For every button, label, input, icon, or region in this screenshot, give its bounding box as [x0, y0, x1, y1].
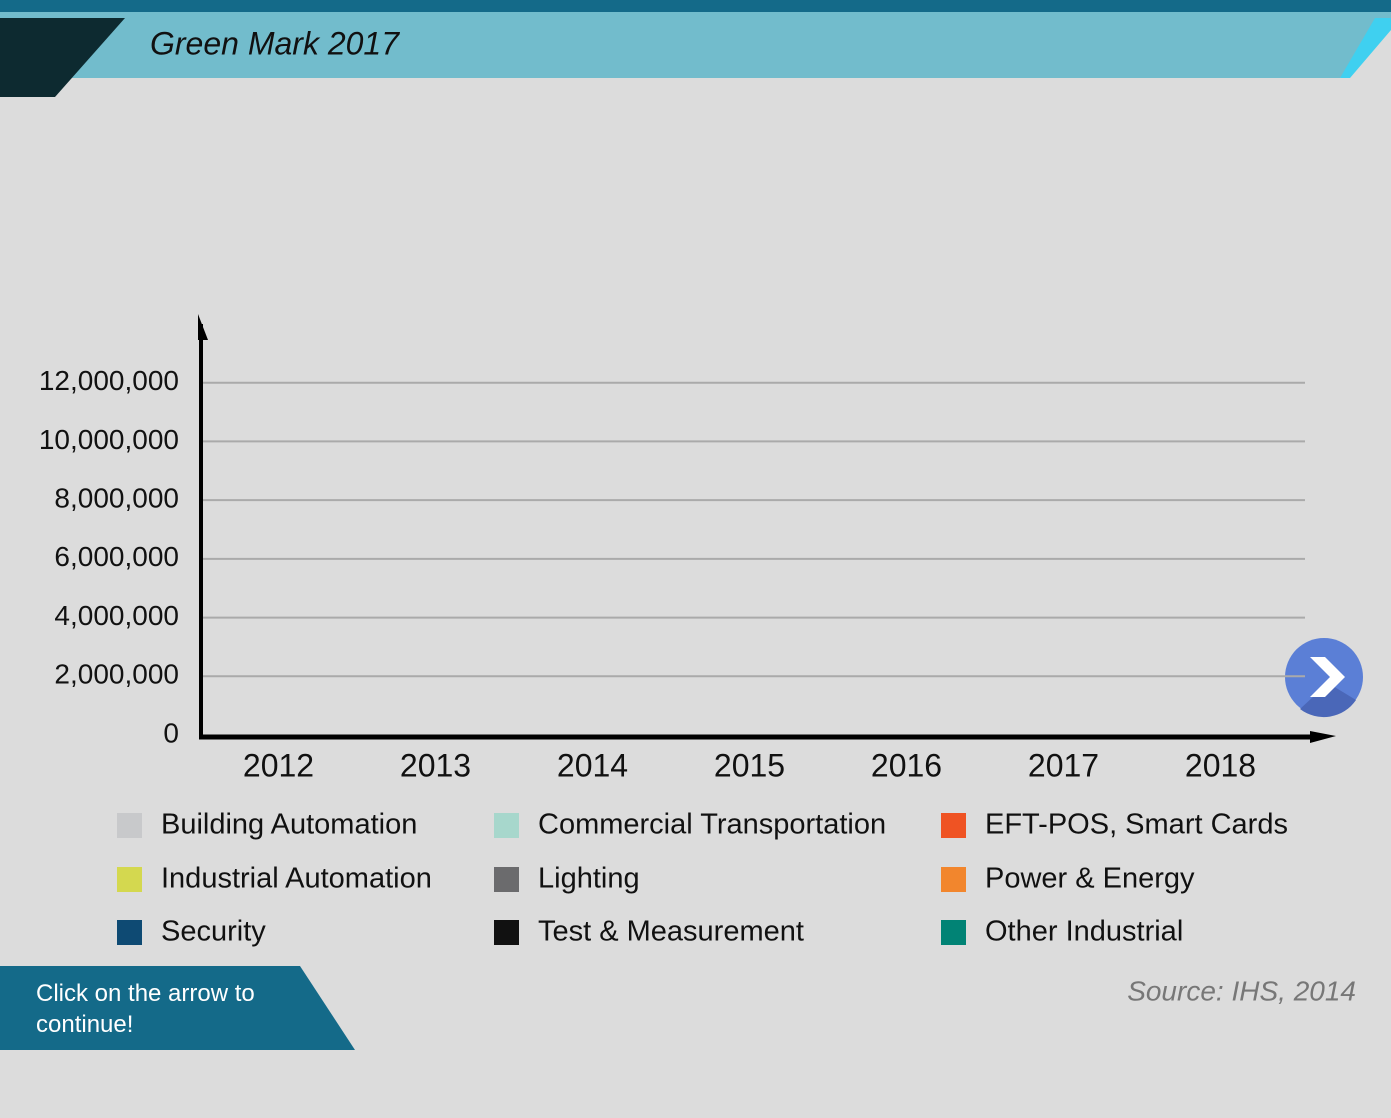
- legend-swatch: [117, 867, 142, 892]
- x-tick-label: 2014: [557, 747, 628, 783]
- y-tick-label: 0: [163, 717, 179, 748]
- x-axis-arrow: [1310, 731, 1336, 743]
- legend-swatch: [117, 813, 142, 838]
- next-shadow: [1300, 683, 1356, 718]
- legend-label: Power & Energy: [985, 863, 1195, 895]
- x-tick-label: 2017: [1028, 747, 1099, 783]
- legend-swatch: [941, 920, 966, 945]
- legend-swatch: [941, 867, 966, 892]
- y-tick-label: 10,000,000: [39, 424, 179, 455]
- y-tick-label: 6,000,000: [54, 541, 179, 572]
- source: Source: IHS, 2014: [1127, 975, 1356, 1006]
- legend-swatch: [941, 813, 966, 838]
- header-accent: [1340, 18, 1391, 78]
- legend-label: Commercial Transportation: [538, 809, 886, 841]
- next-button[interactable]: [1285, 638, 1363, 718]
- x-tick-label: 2018: [1185, 747, 1256, 783]
- legend-label: Building Automation: [161, 809, 417, 841]
- y-axis-arrow: [198, 314, 208, 340]
- x-tick-label: 2016: [871, 747, 942, 783]
- legend-swatch: [494, 920, 519, 945]
- header-corner: [0, 18, 125, 97]
- header-band: [0, 12, 1391, 78]
- y-tick-label: 4,000,000: [54, 600, 179, 631]
- header-title: Green Mark 2017: [150, 25, 400, 61]
- legend-swatch: [494, 867, 519, 892]
- y-tick-label: 12,000,000: [39, 365, 179, 396]
- x-tick-label: 2012: [243, 747, 314, 783]
- legend-swatch: [117, 920, 142, 945]
- legend-label: Lighting: [538, 863, 640, 895]
- x-tick-label: 2015: [714, 747, 785, 783]
- next-chevron[interactable]: [1310, 657, 1345, 697]
- legend-swatch: [494, 813, 519, 838]
- y-tick-label: 2,000,000: [54, 659, 179, 690]
- top-bar: [0, 0, 1391, 12]
- legend-label: Industrial Automation: [161, 863, 432, 895]
- x-tick-label: 2013: [400, 747, 471, 783]
- y-tick-label: 8,000,000: [54, 483, 179, 514]
- legend-label: EFT-POS, Smart Cards: [985, 809, 1288, 841]
- legend-label: Other Industrial: [985, 916, 1183, 948]
- hint-banner: [0, 966, 355, 1050]
- legend-label: Test & Measurement: [538, 916, 804, 948]
- legend-label: Security: [161, 916, 266, 948]
- hint: Click on the arrow to continue!: [36, 980, 255, 1038]
